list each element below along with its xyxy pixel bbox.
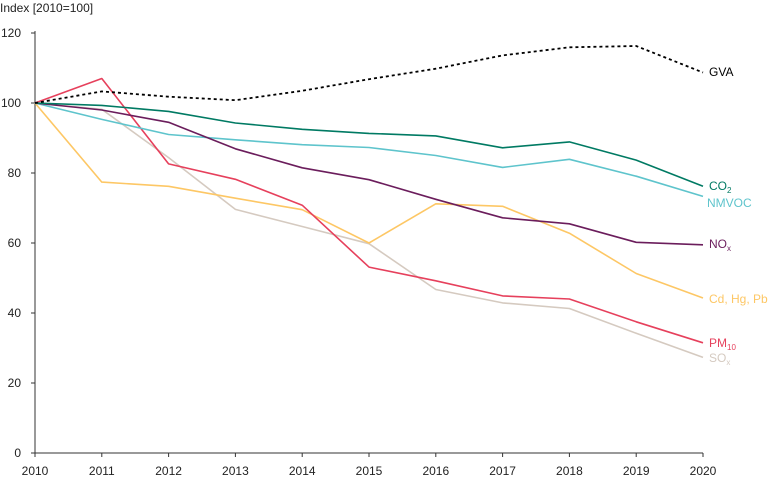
x-tick-label: 2019 [623,464,650,478]
series-line-nox [34,102,704,246]
y-tick-label: 40 [8,306,22,320]
x-tick-label: 2013 [222,464,249,478]
series-label-co2: CO2 [709,179,732,195]
y-tick-label: 20 [8,376,22,390]
x-tick-label: 2012 [155,464,182,478]
x-tick-label: 2015 [356,464,383,478]
axes [34,31,703,454]
x-tick-label: 2016 [422,464,449,478]
y-tick-label: 80 [8,166,22,180]
series-label-nox: NOx [709,237,731,253]
series-line-nmvoc [34,102,704,198]
series-line-pm10 [34,77,704,344]
series-label-cd-hg-pb: Cd, Hg, Pb [709,292,768,306]
series-line-sox [34,102,704,359]
x-tick-label: 2010 [22,464,49,478]
y-tick-label: 120 [1,26,21,40]
series-line-co2 [34,102,704,188]
y-axis-title: Index [2010=100] [0,1,93,15]
series-line-gva [34,45,704,104]
y-tick-labels: 0 20 40 60 80 100 120 [1,26,35,460]
series-label-pm10: PM10 [709,336,736,352]
y-tick-label: 100 [1,96,21,110]
series-label-nmvoc: NMVOC [707,196,752,210]
series-label-gva: GVA [709,65,733,79]
series-label-sox: SOx [709,351,730,367]
y-tick-label: 60 [8,236,22,250]
x-tick-labels: 2010 2011 2012 2013 2014 2015 2016 2017 2018 2019… [22,453,717,478]
series-lines [34,45,704,359]
x-tick-label: 2014 [289,464,316,478]
y-tick-label: 0 [14,446,21,460]
x-tick-label: 2017 [489,464,516,478]
series-line-cd-hg-pb [34,102,704,299]
x-tick-label: 2018 [556,464,583,478]
x-tick-label: 2020 [690,464,717,478]
x-tick-label: 2011 [89,464,115,478]
